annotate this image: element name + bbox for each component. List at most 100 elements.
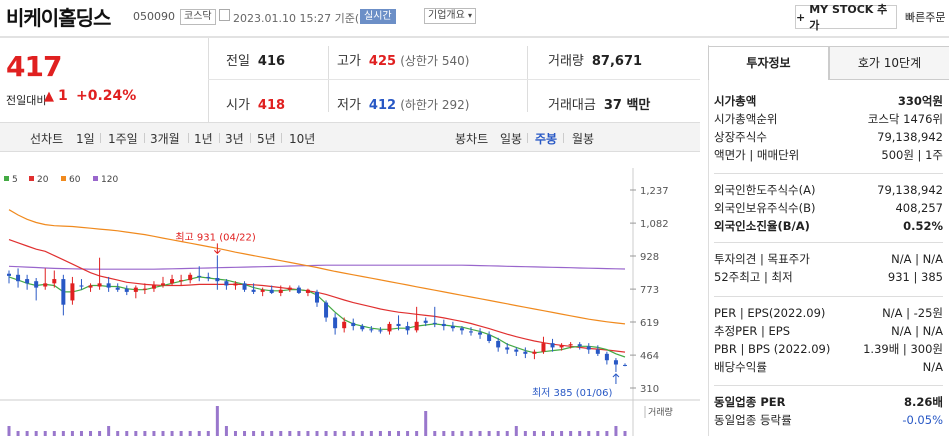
volume-bar (61, 431, 65, 436)
stat-amount: 거래대금 37 백만 (548, 98, 651, 113)
invest-row-label: 동일업종 등락률 (714, 413, 792, 427)
candle-body (179, 280, 184, 282)
tab-order-book[interactable]: 호가 10단계 (829, 46, 949, 80)
candle-body (523, 351, 528, 354)
invest-panel (708, 45, 949, 436)
invest-row-label: 외국인한도주식수(A) (714, 183, 816, 197)
tab-1day[interactable]: 1일 (76, 132, 95, 146)
invest-row-label: PER | EPS(2022.09) (714, 306, 826, 320)
candle-body (469, 331, 473, 333)
invest-row-value: 1.39배 | 300원 (863, 342, 943, 356)
invest-row-value: N/A | N/A (891, 324, 943, 338)
tab-1year[interactable]: 1년 (194, 132, 213, 146)
volume-bar (206, 431, 210, 436)
divider (714, 242, 943, 243)
realtime-badge[interactable]: 실시간 (360, 9, 396, 24)
volume-bar (261, 431, 265, 436)
candle-body (604, 353, 609, 361)
candle-body (242, 283, 247, 290)
volume-bar (442, 431, 446, 436)
volume-bar (560, 431, 564, 436)
company-overview-dropdown[interactable]: 기업개요 ▾ (424, 8, 477, 24)
invest-row: 추정PER | EPS N/A | N/A (714, 322, 943, 340)
divider (563, 133, 564, 143)
volume-bar (378, 431, 382, 436)
datetime-text: 2023.01.10 15:27 기준(장중) (233, 12, 384, 25)
legend-swatch (4, 176, 9, 181)
ma120-line (8, 264, 626, 270)
tab-monthly[interactable]: 월봉 (572, 132, 595, 146)
invest-row-value: -0.05% (902, 413, 943, 427)
candle-body (405, 326, 410, 331)
candle-body (387, 323, 392, 332)
volume-bar (487, 431, 491, 436)
stat-low: 저가 412 (하한가 292) (337, 98, 470, 113)
tab-10year[interactable]: 10년 (289, 132, 316, 146)
candle-body (142, 288, 147, 290)
tab-candle-chart[interactable]: 봉차트 (455, 132, 489, 146)
invest-row: 투자의견 | 목표주가 N/A | N/A (714, 250, 943, 268)
volume-bar (478, 431, 482, 436)
tab-3year[interactable]: 3년 (225, 132, 244, 146)
candle-body (505, 347, 510, 350)
tab-line-chart[interactable]: 선차트 (30, 132, 64, 146)
candle-body (43, 283, 48, 287)
volume-bar (270, 431, 274, 436)
volume-bar (460, 431, 464, 436)
volume-bar (424, 411, 428, 436)
candle-body (595, 349, 600, 354)
volume-bar (505, 431, 509, 436)
stock-chart[interactable]: 5 20 60 120 1,237 1,082 928 773 619 464 310 거래량 최고 9… (0, 168, 700, 436)
candle-body (215, 278, 220, 282)
tab-1week[interactable]: 1주일 (108, 132, 138, 146)
y-tick-label: 310 (640, 384, 659, 395)
y-tick-label: 928 (640, 252, 659, 263)
invest-row: 외국인소진율(B/A) 0.52% (714, 217, 943, 235)
volume-bar (52, 431, 56, 436)
volume-bar (324, 431, 328, 436)
candle-body (586, 346, 591, 350)
volume-bar (215, 406, 219, 436)
candle-body (423, 320, 428, 323)
candle-body (613, 360, 618, 365)
invest-row-label: 배당수익률 (714, 360, 767, 374)
stat-high: 고가 425 (상한가 540) (337, 54, 470, 69)
tab-weekly[interactable]: 주봉 (535, 132, 558, 146)
candle-body (568, 344, 573, 346)
candle-body (79, 285, 84, 287)
volume-bar (387, 431, 391, 436)
up-triangle-icon: ▲ (44, 89, 54, 104)
tab-invest-info[interactable]: 투자정보 (708, 46, 829, 80)
invest-row: 배당수익률 N/A (714, 358, 943, 376)
add-mystock-button[interactable]: + MY STOCK 추가 (795, 3, 897, 32)
volume-bar (523, 431, 527, 436)
candle-body (305, 289, 310, 293)
invest-row-value: 79,138,942 (877, 130, 943, 144)
ma5-line (8, 276, 626, 358)
tab-5year[interactable]: 5년 (257, 132, 276, 146)
candle-body (315, 291, 319, 303)
volume-bar (252, 431, 256, 436)
invest-row-label: 액면가 | 매매단위 (714, 148, 800, 162)
tab-3month[interactable]: 3개월 (150, 132, 180, 146)
volume-bar (233, 431, 237, 436)
volume-bar (315, 431, 319, 436)
invest-row: PBR | BPS (2022.09) 1.39배 | 300원 (714, 340, 943, 358)
divider (144, 133, 145, 143)
candle-body (269, 289, 274, 293)
ma60-line (8, 209, 626, 325)
volume-bar (433, 431, 437, 436)
volume-bar (541, 431, 545, 436)
volume-label: 거래량 (648, 406, 673, 418)
legend-label: 60 (69, 175, 81, 185)
quick-order-link[interactable]: 빠른주문 (905, 11, 946, 24)
invest-row-value: 0.52% (903, 219, 943, 233)
invest-row: 상장주식수 79,138,942 (714, 128, 943, 146)
tab-daily[interactable]: 일봉 (500, 132, 523, 146)
volume-bar (25, 431, 29, 436)
candle-body (278, 289, 283, 293)
candle-body (233, 283, 238, 286)
volume-bar (415, 431, 419, 436)
candle-body (496, 341, 501, 348)
invest-row-label: 동일업종 PER (714, 395, 786, 409)
